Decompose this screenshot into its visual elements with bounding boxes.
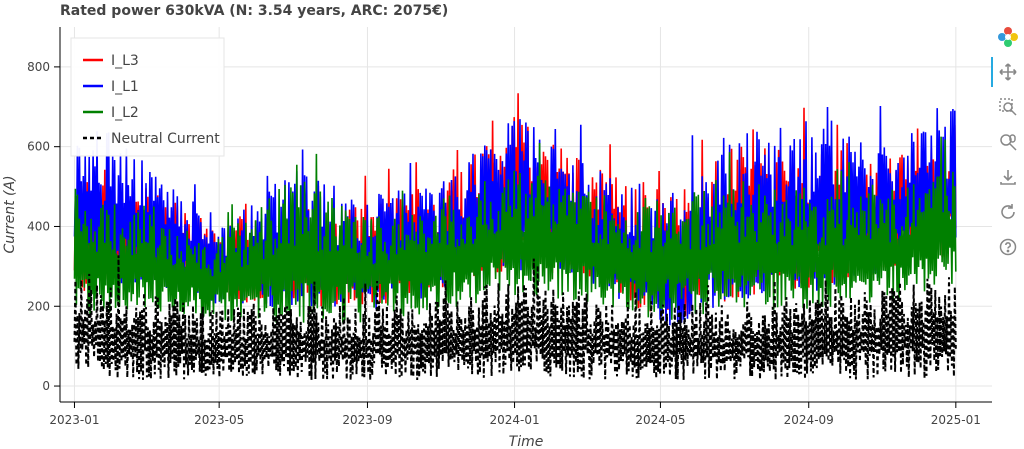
legend-entry: I_L3 (111, 53, 139, 69)
legend-entry: I_L1 (111, 79, 139, 95)
chart-title: Rated power 630kVA (N: 3.54 years, ARC: … (60, 3, 449, 19)
x-tick-label: 2024-09 (784, 413, 834, 427)
pan-icon[interactable] (997, 61, 1019, 83)
x-tick-label: 2024-05 (635, 413, 685, 427)
y-tick-label: 800 (27, 60, 50, 74)
active-tool-indicator (991, 57, 993, 87)
bokeh-logo-icon[interactable] (997, 26, 1019, 48)
y-tick-label: 600 (27, 140, 50, 154)
y-tick-label: 200 (27, 299, 50, 313)
series-line-i-l2 (73, 136, 957, 323)
y-tick-label: 400 (27, 219, 50, 233)
chart-svg[interactable]: 0 200 400 600 800 2023-01 2023-05 2023-09 2024-0… (0, 0, 992, 449)
legend-entry: Neutral Current (111, 131, 220, 147)
x-tick-label: 2023-05 (194, 413, 244, 427)
help-icon[interactable] (997, 236, 1019, 258)
x-tick-label: 2024-01 (489, 413, 539, 427)
toolbar (991, 20, 1023, 270)
series-line-neutral-current (73, 255, 957, 381)
y-axis-label: Current (A) (2, 175, 18, 253)
y-tick-label: 0 (42, 379, 50, 393)
x-tick-label: 2025-01 (931, 413, 981, 427)
legend-entry: I_L2 (111, 105, 139, 121)
x-tick-label: 2023-01 (49, 413, 99, 427)
legend-box (70, 37, 225, 157)
reset-icon[interactable] (997, 201, 1019, 223)
wheel-zoom-icon[interactable] (997, 131, 1019, 153)
x-axis-label: Time (509, 434, 544, 449)
save-icon[interactable] (997, 166, 1019, 188)
box-zoom-icon[interactable] (997, 96, 1019, 118)
x-tick-label: 2023-09 (342, 413, 392, 427)
